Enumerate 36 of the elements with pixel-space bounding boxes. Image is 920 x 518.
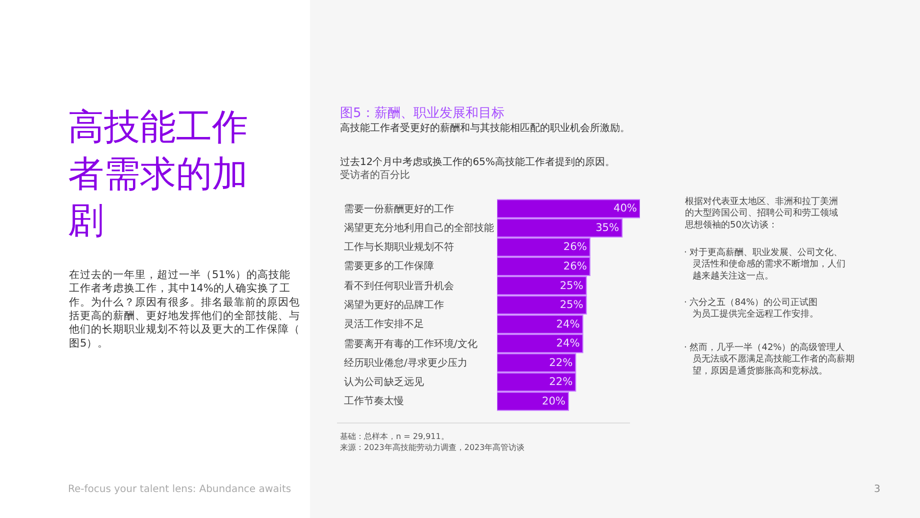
text: 在过去的一年里，超过一半（51%）的高技能工作者考虑换工作，其中14%的人确实换了工作。为什么？原因有很多。排名最靠前的原因包括更高的薪酬、更好地发挥他们的全部技能、与他们的长期职业规划不符以及更大的工作保障（图5）。 xyxy=(68,268,300,350)
text: 基础：总样本，n = 29,911。 xyxy=(340,432,449,441)
data-label: 22% xyxy=(549,356,573,369)
y-tick-label: 灵活工作安排不足 xyxy=(344,318,424,330)
data-label: 22% xyxy=(549,376,573,388)
text: 3 xyxy=(874,484,880,495)
y-tick-label: 需要更多的工作保障 xyxy=(344,260,434,272)
data-label: 25% xyxy=(560,280,584,292)
text: 受访者的百分比 xyxy=(340,169,410,181)
y-tick-label: 经历职业倦怠/寻求更少压力 xyxy=(344,357,468,369)
y-tick-label: 工作与长期职业规划不符 xyxy=(344,241,454,253)
y-tick-label: 需要离开有毒的工作环境/文化 xyxy=(344,338,478,350)
y-tick-label: 需要一份薪酬更好的工作 xyxy=(344,203,454,215)
y-tick-label: 工作节奏太慢 xyxy=(344,395,404,407)
data-label: 26% xyxy=(563,241,587,254)
text: 高技能工作者需求的加剧 xyxy=(68,107,248,242)
text: · 六分之五（84%）的公司正试图为员工提供完全远程工作安排。 xyxy=(684,297,819,320)
data-label: 24% xyxy=(556,318,580,330)
y-tick-label: 认为公司缺乏远见 xyxy=(344,376,424,388)
text: · 对于更高薪酬、职业发展、公司文化、灵活性和使命感的需求不断增加，人们越来越关注这一点。 xyxy=(684,247,846,282)
data-label: 26% xyxy=(563,260,587,272)
chart-title: 图5：薪酬、职业发展和目标 xyxy=(340,106,504,121)
data-label: 40% xyxy=(613,202,637,215)
y-tick-label: 看不到任何职业晋升机会 xyxy=(344,280,454,292)
chart-subtitle: 高技能工作者受更好的薪酬和与其技能相匹配的职业机会所激励。 xyxy=(340,122,630,134)
y-tick-label: 渴望为更好的品牌工作 xyxy=(344,299,444,311)
data-label: 20% xyxy=(542,395,566,408)
data-label: 35% xyxy=(596,222,620,234)
text: · 然而，几乎一半（42%）的高级管理人员无法或不愿满足高技能工作者的高薪期望，原因是通货膨胀高和竞标战。 xyxy=(684,342,855,376)
y-tick-label: 渴望更充分地利用自己的全部技能 xyxy=(344,222,494,234)
text: 过去12个月中考虑或换工作的65%高技能工作者提到的原因。 xyxy=(340,156,615,168)
data-label: 24% xyxy=(556,338,580,350)
text: 根据对代表亚太地区、非洲和拉丁美洲的大型跨国公司、招聘公司和劳工领域思想领袖的50次访谈： xyxy=(684,196,838,230)
data-label: 25% xyxy=(560,299,584,312)
text: Re-focus your talent lens: Abundance awaits xyxy=(68,484,292,495)
source-note: 来源：2023年高技能劳动力调查，2023年高管访谈 xyxy=(340,443,525,452)
